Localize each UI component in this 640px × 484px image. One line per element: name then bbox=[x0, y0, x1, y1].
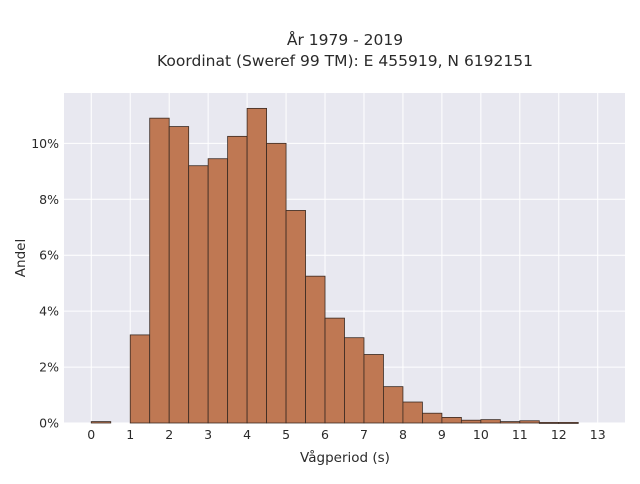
y-tick-label: 8% bbox=[39, 192, 59, 207]
x-tick-label: 3 bbox=[204, 427, 212, 442]
histogram-bar bbox=[305, 275, 326, 424]
x-tick-label: 8 bbox=[399, 427, 407, 442]
bars bbox=[90, 107, 579, 424]
histogram-bar bbox=[129, 334, 151, 424]
histogram-bar bbox=[499, 421, 521, 424]
chart-subtitle: Koordinat (Sweref 99 TM): E 455919, N 61… bbox=[157, 52, 533, 70]
x-tick-label: 2 bbox=[165, 427, 173, 442]
x-tick-label: 11 bbox=[512, 427, 528, 442]
y-axis-title: Andel bbox=[13, 239, 29, 277]
x-tick-label: 0 bbox=[87, 427, 95, 442]
histogram-bar bbox=[188, 165, 209, 424]
y-tick-label: 0% bbox=[39, 416, 59, 431]
x-tick-label: 6 bbox=[321, 427, 329, 442]
histogram-bar bbox=[422, 412, 443, 424]
x-axis-ticks: 0 1 2 3 4 5 6 7 8 9 10 11 12 13 bbox=[87, 427, 605, 442]
histogram-bar bbox=[538, 422, 560, 424]
x-tick-label: 10 bbox=[473, 427, 489, 442]
histogram-bar bbox=[285, 210, 306, 424]
histogram-bar bbox=[402, 401, 423, 424]
histogram-bar bbox=[383, 386, 404, 424]
histogram-bar bbox=[227, 135, 248, 424]
histogram-bar bbox=[519, 420, 540, 424]
histogram-bar bbox=[460, 419, 482, 424]
x-tick-label: 9 bbox=[438, 427, 446, 442]
histogram-bar bbox=[344, 337, 365, 424]
histogram-bar bbox=[266, 142, 287, 424]
x-tick-label: 4 bbox=[243, 427, 251, 442]
histogram-bar bbox=[480, 419, 501, 424]
y-tick-label: 6% bbox=[39, 248, 59, 263]
y-tick-label: 2% bbox=[39, 360, 59, 375]
x-tick-label: 7 bbox=[360, 427, 368, 442]
histogram-bar bbox=[168, 126, 190, 424]
x-tick-label: 1 bbox=[126, 427, 134, 442]
x-tick-label: 13 bbox=[590, 427, 606, 442]
histogram-bar bbox=[441, 417, 462, 424]
histogram-bar bbox=[324, 317, 345, 424]
y-tick-label: 10% bbox=[31, 136, 59, 151]
histogram-bar bbox=[558, 422, 579, 424]
histogram-bar bbox=[207, 158, 229, 424]
x-tick-label: 12 bbox=[551, 427, 567, 442]
histogram-bar bbox=[149, 117, 170, 424]
y-axis-ticks: 0% 2% 4% 6% 8% 10% bbox=[31, 136, 59, 431]
x-tick-label: 5 bbox=[282, 427, 290, 442]
chart-title: År 1979 - 2019 bbox=[287, 30, 403, 49]
y-tick-label: 4% bbox=[39, 304, 59, 319]
histogram-bar bbox=[90, 421, 112, 424]
histogram-bar bbox=[246, 107, 267, 424]
x-axis-title: Vågperiod (s) bbox=[300, 449, 390, 466]
histogram-bar bbox=[363, 354, 384, 424]
